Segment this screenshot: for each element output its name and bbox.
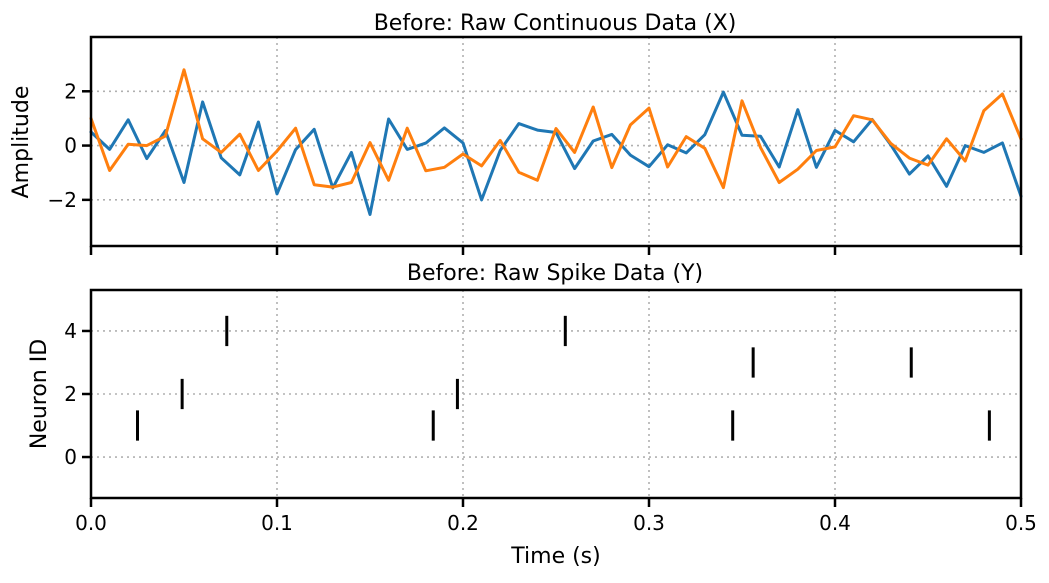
bottom-panel-ytick-label: 4	[64, 319, 77, 343]
bottom-panel-xtick-label: 0.0	[75, 511, 107, 535]
bottom-panel-frame	[89, 288, 1023, 500]
bottom-panel-ylabel: Neuron ID	[27, 339, 52, 449]
top-panel-ytick-label: 0	[64, 134, 77, 158]
top-panel-ylabel: Amplitude	[9, 86, 34, 199]
spike-data-panel: Before: Raw Spike Data (Y) Neuron ID 0.0…	[27, 261, 1037, 569]
top-panel-ytick-label: −2	[48, 188, 77, 212]
bottom-panel-xtick-label: 0.2	[447, 511, 479, 535]
bottom-panel-xlabel: Time (s)	[510, 544, 600, 569]
continuous-data-panel: Before: Raw Continuous Data (X) Amplitud…	[9, 11, 1023, 255]
bottom-panel-title: Before: Raw Spike Data (Y)	[407, 261, 703, 286]
bottom-panel-ytick-label: 0	[64, 445, 77, 469]
series-line-1	[89, 90, 1023, 216]
top-panel-frame	[89, 35, 1023, 248]
bottom-panel-ytick-label: 2	[64, 382, 77, 406]
series-line-2	[89, 68, 1023, 190]
bottom-panel-xtick-label: 0.1	[261, 511, 293, 535]
top-panel-title: Before: Raw Continuous Data (X)	[374, 11, 737, 36]
top-panel-ytick-label: 2	[64, 79, 77, 103]
bottom-panel-xtick-label: 0.5	[1005, 511, 1037, 535]
bottom-panel-xtick-label: 0.4	[819, 511, 851, 535]
bottom-panel-xtick-label: 0.3	[633, 511, 665, 535]
